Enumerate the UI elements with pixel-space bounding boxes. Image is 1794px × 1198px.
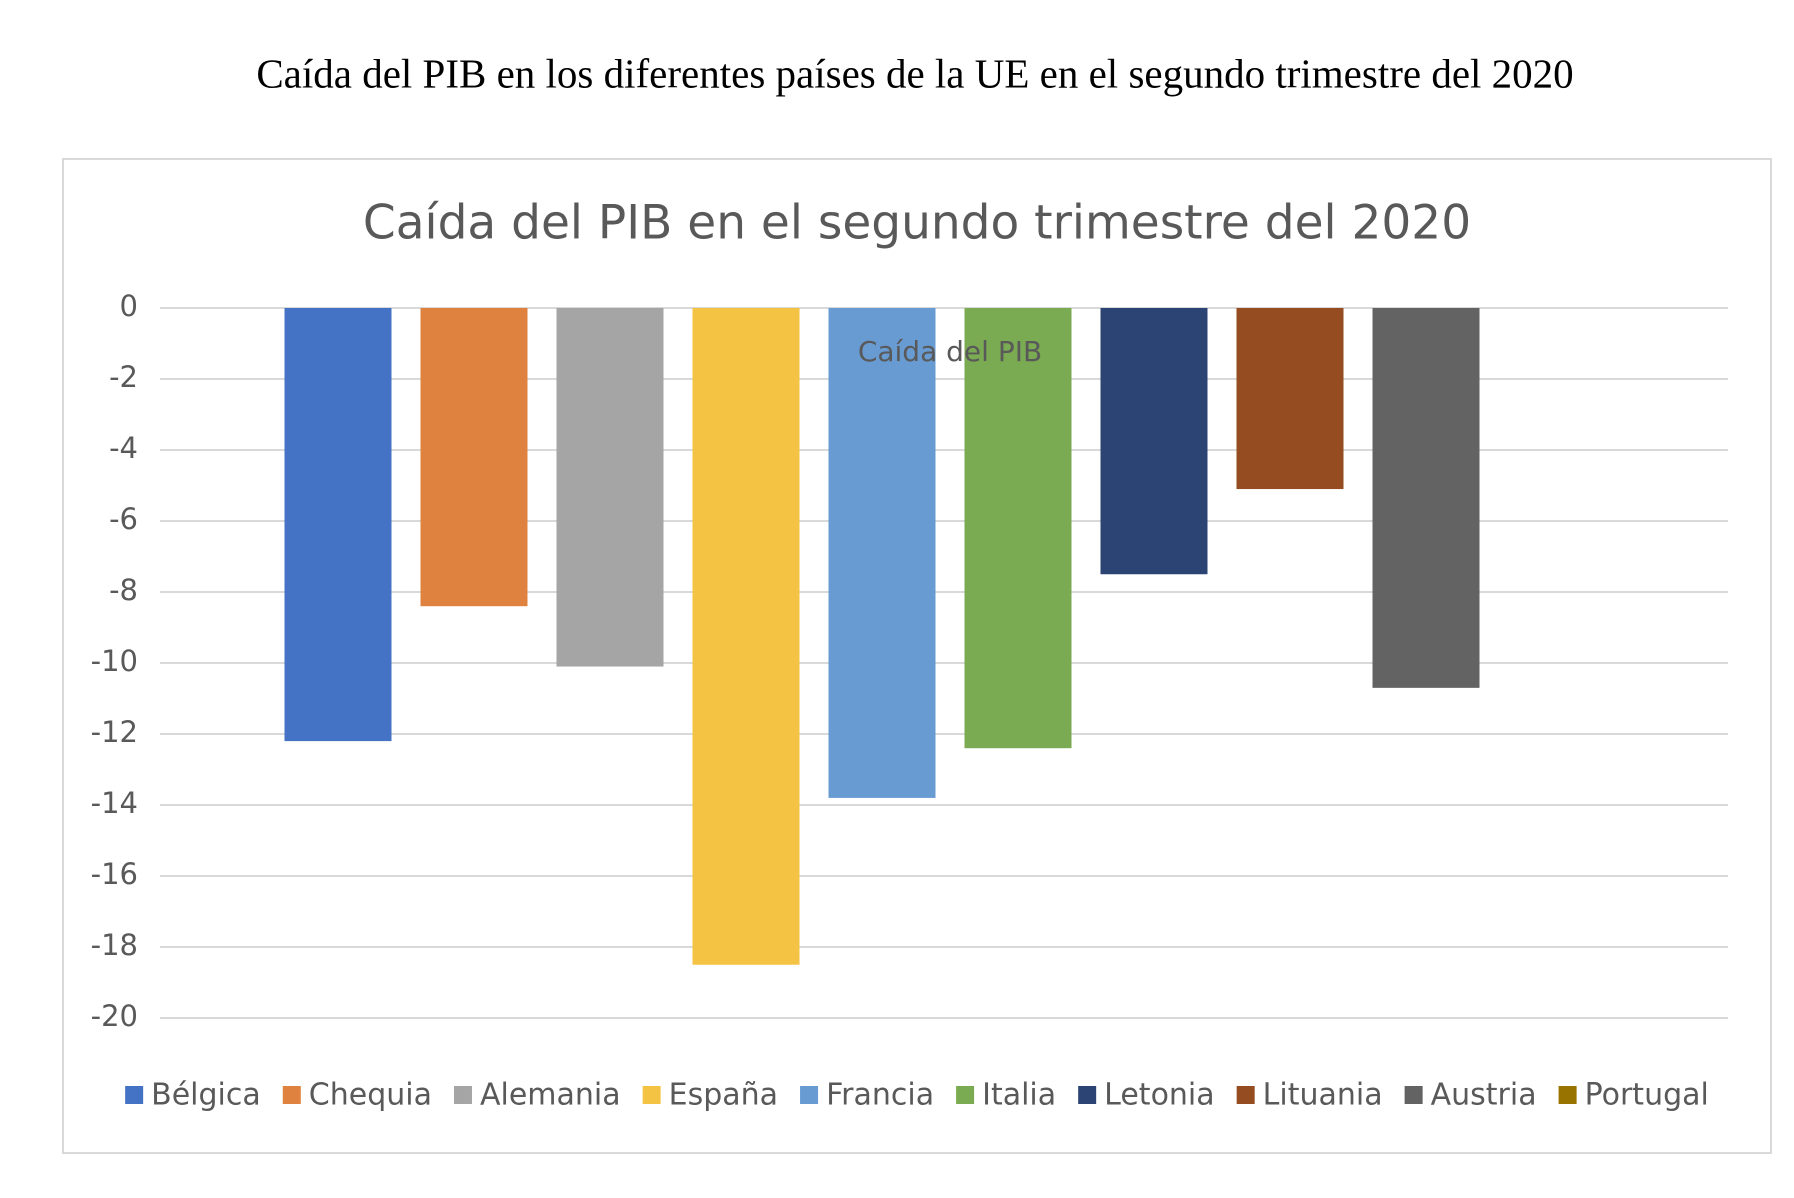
legend-swatch xyxy=(1078,1086,1097,1104)
x-tick-label: Caída del PIB xyxy=(858,335,1042,368)
bar xyxy=(420,308,528,607)
legend-swatch xyxy=(453,1086,472,1104)
y-tick-label: -6 xyxy=(109,502,138,536)
bar xyxy=(1100,308,1208,575)
legend-swatch xyxy=(800,1086,819,1104)
legend-swatch xyxy=(282,1086,301,1104)
y-tick-label: -10 xyxy=(91,644,138,678)
bar xyxy=(692,308,800,965)
legend-swatch xyxy=(1558,1086,1577,1104)
bar xyxy=(828,308,936,798)
y-tick-label: -12 xyxy=(91,715,138,749)
legend-label: Bélgica xyxy=(151,1078,261,1113)
y-tick-label: 0 xyxy=(120,289,138,323)
legend-label: Chequia xyxy=(309,1078,432,1113)
bar xyxy=(556,308,664,667)
legend-label: Portugal xyxy=(1585,1078,1709,1113)
bar xyxy=(1372,308,1480,688)
y-tick-label: -4 xyxy=(109,431,138,465)
y-tick-label: -2 xyxy=(109,360,138,394)
bar xyxy=(1236,308,1344,490)
legend-swatch xyxy=(125,1086,144,1104)
legend-swatch xyxy=(1236,1086,1255,1104)
legend-swatch xyxy=(1404,1086,1423,1104)
y-tick-label: -16 xyxy=(91,857,138,891)
legend-label: Italia xyxy=(982,1078,1056,1113)
chart-title: Caída del PIB en el segundo trimestre de… xyxy=(363,196,1471,251)
legend-label: España xyxy=(669,1078,778,1113)
page-title: Caída del PIB en los diferentes países d… xyxy=(256,50,1573,96)
legend-label: Letonia xyxy=(1104,1078,1215,1113)
y-tick-label: -14 xyxy=(91,786,138,820)
legend-label: Austria xyxy=(1431,1078,1537,1113)
legend-label: Francia xyxy=(826,1078,934,1113)
y-tick-label: -8 xyxy=(109,573,138,607)
legend-label: Alemania xyxy=(480,1078,621,1113)
legend-swatch xyxy=(956,1086,975,1104)
legend-label: Lituania xyxy=(1263,1078,1383,1113)
bar xyxy=(284,308,392,742)
y-tick-label: -18 xyxy=(91,928,138,962)
legend-swatch xyxy=(642,1086,661,1104)
y-tick-label: -20 xyxy=(91,999,138,1033)
bar xyxy=(964,308,1072,749)
